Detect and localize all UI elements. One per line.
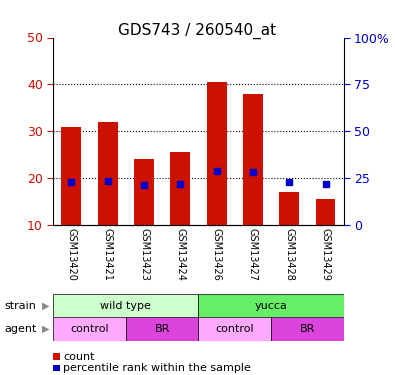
- Bar: [199, 317, 271, 340]
- Bar: [98, 122, 118, 225]
- Bar: [134, 159, 154, 225]
- Bar: [199, 294, 344, 317]
- Text: agent: agent: [4, 324, 36, 334]
- Text: GSM13428: GSM13428: [284, 228, 294, 281]
- Text: GSM13424: GSM13424: [175, 228, 185, 281]
- Text: control: control: [215, 324, 254, 334]
- Bar: [170, 152, 190, 225]
- Bar: [243, 94, 263, 225]
- Bar: [316, 199, 335, 225]
- Text: GSM13426: GSM13426: [212, 228, 222, 281]
- Bar: [53, 294, 199, 317]
- Bar: [53, 317, 126, 340]
- Bar: [62, 127, 81, 225]
- Bar: [126, 317, 199, 340]
- Text: strain: strain: [4, 301, 36, 310]
- Text: count: count: [63, 352, 95, 362]
- Text: BR: BR: [154, 324, 170, 334]
- Text: GDS743 / 260540_at: GDS743 / 260540_at: [118, 22, 276, 39]
- Text: wild type: wild type: [100, 301, 151, 310]
- Text: ▶: ▶: [41, 324, 49, 334]
- Text: BR: BR: [300, 324, 315, 334]
- Text: control: control: [70, 324, 109, 334]
- Bar: [207, 82, 227, 225]
- Text: ▶: ▶: [41, 301, 49, 310]
- Bar: [271, 317, 344, 340]
- Text: GSM13427: GSM13427: [248, 228, 258, 282]
- Bar: [279, 192, 299, 225]
- Text: percentile rank within the sample: percentile rank within the sample: [63, 363, 251, 373]
- Text: GSM13429: GSM13429: [320, 228, 331, 281]
- Text: GSM13423: GSM13423: [139, 228, 149, 281]
- Text: yucca: yucca: [255, 301, 288, 310]
- Text: GSM13420: GSM13420: [66, 228, 77, 281]
- Text: GSM13421: GSM13421: [103, 228, 113, 281]
